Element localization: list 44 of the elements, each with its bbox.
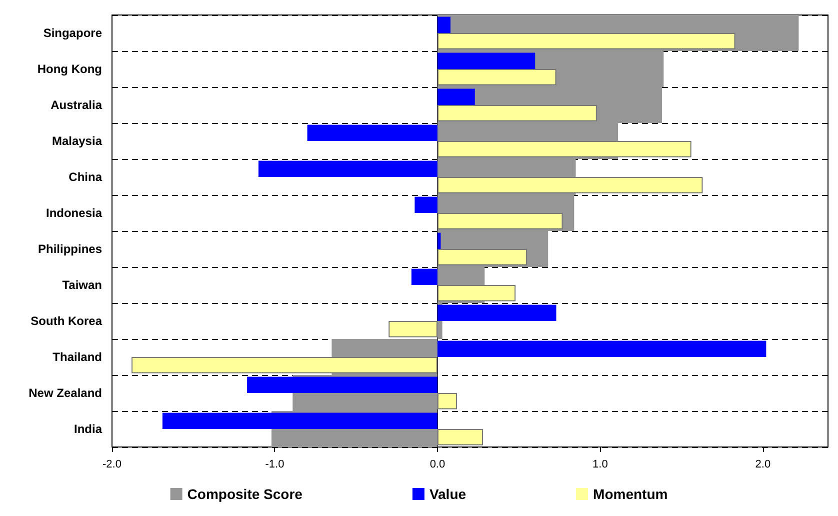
y-tick-label: Taiwan xyxy=(62,278,102,292)
bar xyxy=(437,285,516,302)
bar xyxy=(411,268,438,285)
bar xyxy=(437,16,450,33)
x-tick-label: -2.0 xyxy=(102,458,122,470)
bar xyxy=(437,232,441,249)
bar xyxy=(437,340,766,357)
x-tick-label: 1.0 xyxy=(592,458,608,470)
legend-label: Composite Score xyxy=(187,486,303,502)
bar xyxy=(437,393,457,410)
y-tick-label: Philippines xyxy=(38,242,102,256)
bar xyxy=(162,412,438,429)
bar xyxy=(388,321,438,338)
bar xyxy=(414,196,438,213)
bar xyxy=(132,357,438,374)
y-tick-label: India xyxy=(74,422,102,436)
bar xyxy=(437,52,536,69)
x-tick-label: 0.0 xyxy=(430,458,446,470)
y-tick-label: Hong Kong xyxy=(37,62,102,76)
x-tick-label: 2.0 xyxy=(755,458,771,470)
bar xyxy=(437,105,597,122)
bar xyxy=(437,69,556,86)
y-tick-label: Australia xyxy=(50,98,102,112)
bar xyxy=(437,141,692,158)
bar xyxy=(437,429,484,446)
bar xyxy=(437,304,556,321)
y-tick-label: Singapore xyxy=(43,26,102,40)
legend-label: Momentum xyxy=(593,486,668,502)
y-tick-label: Indonesia xyxy=(46,206,102,220)
bar xyxy=(437,33,736,50)
y-tick-label: New Zealand xyxy=(28,386,102,400)
y-tick-label: China xyxy=(68,170,102,184)
bar xyxy=(307,124,438,141)
legend-label: Value xyxy=(429,486,466,502)
bar xyxy=(258,160,438,177)
x-tick-label: -1.0 xyxy=(265,458,284,470)
y-tick-label: South Korea xyxy=(30,314,102,328)
y-tick-label: Malaysia xyxy=(52,134,102,148)
bar xyxy=(437,88,475,105)
y-tick-label: Thailand xyxy=(52,350,102,364)
bar xyxy=(437,249,527,266)
bar xyxy=(437,213,563,230)
bar xyxy=(247,376,438,393)
bar xyxy=(437,177,703,194)
